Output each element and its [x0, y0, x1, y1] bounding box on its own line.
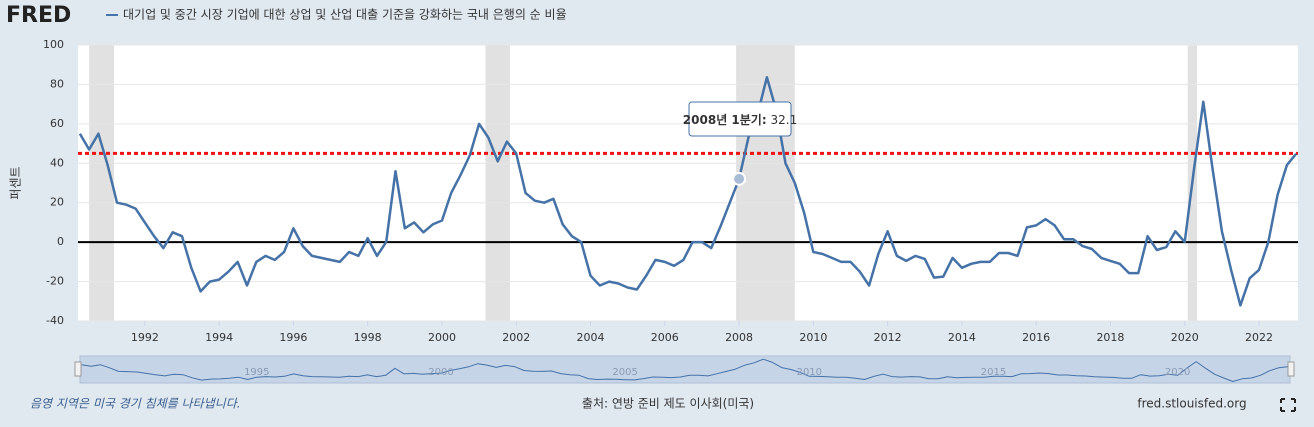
x-tick-label: 2020: [1171, 331, 1199, 344]
navigator-tick-label: 2020: [1165, 367, 1190, 378]
fullscreen-icon[interactable]: [1280, 398, 1296, 412]
navigator-tick-label: 2010: [797, 367, 822, 378]
y-tick-label: 60: [50, 117, 64, 130]
x-tick-label: 2022: [1245, 331, 1273, 344]
y-tick-label: 0: [57, 235, 64, 248]
x-tick-label: 2010: [799, 331, 827, 344]
y-tick-label: 100: [43, 38, 64, 51]
recession-band: [89, 45, 115, 321]
recession-band: [485, 45, 510, 321]
navigator-handle-left[interactable]: [74, 361, 82, 377]
x-tick-label: 2018: [1096, 331, 1124, 344]
y-tick-label: 80: [50, 77, 64, 90]
x-tick-label: 2004: [577, 331, 605, 344]
y-tick-label: 20: [50, 196, 64, 209]
navigator-tick-label: 1995: [244, 367, 269, 378]
tooltip-label: 2008년 1분기:: [683, 112, 767, 127]
navigator-tick-label: 2005: [612, 367, 637, 378]
plot-area: [78, 45, 1298, 321]
x-tick-label: 1992: [131, 331, 159, 344]
y-tick-label: -20: [46, 275, 64, 288]
tooltip-text: 2008년 1분기: 32.1: [683, 112, 797, 127]
hover-point: [732, 171, 747, 186]
y-axis-label: 퍼센트: [9, 166, 23, 199]
x-tick-label: 2012: [874, 331, 902, 344]
series-line: [78, 76, 1298, 307]
source: 출처: 연방 준비 제도 이사회(미국): [582, 397, 754, 411]
x-tick-label: 2002: [502, 331, 530, 344]
x-tick-label: 1996: [279, 331, 307, 344]
x-tick-label: 2006: [651, 331, 679, 344]
navigator-tick-label: 2015: [981, 367, 1006, 378]
logo: FRED: [6, 3, 71, 28]
x-tick-label: 1994: [205, 331, 233, 344]
chart-title[interactable]: 대기업 및 중간 시장 기업에 대한 상업 및 산업 대출 기준을 강화하는 국…: [123, 7, 567, 22]
recession-band: [736, 45, 795, 321]
navigator-line: [81, 358, 1289, 382]
tooltip-value: 32.1: [770, 113, 797, 127]
x-tick-label: 2016: [1022, 331, 1050, 344]
x-tick-label: 2000: [428, 331, 456, 344]
y-tick-label: 40: [50, 156, 64, 169]
site-link[interactable]: fred.stlouisfed.org: [1137, 397, 1246, 411]
navigator-tick-label: 2000: [428, 367, 453, 378]
x-tick-label: 1998: [354, 331, 382, 344]
footer-note: 음영 지역은 미국 경기 침체를 나타냅니다.: [30, 397, 241, 411]
tooltip-box: [688, 101, 792, 137]
navigator-handle-right[interactable]: [1287, 361, 1295, 377]
x-tick-label: 2014: [948, 331, 976, 344]
x-tick-label: 2008: [725, 331, 753, 344]
y-tick-label: -40: [46, 314, 64, 327]
